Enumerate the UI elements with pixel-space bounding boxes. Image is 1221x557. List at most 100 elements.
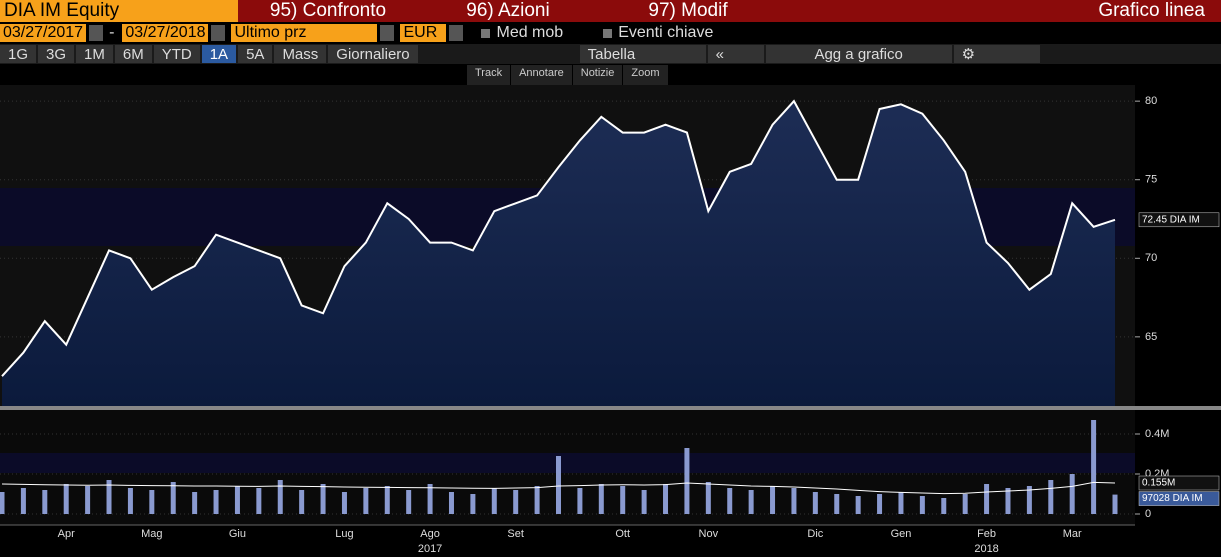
- volume-bar: [256, 488, 262, 514]
- x-tick-label: Lug: [335, 528, 353, 540]
- calendar-icon[interactable]: [211, 25, 226, 41]
- volume-bar: [1026, 486, 1032, 514]
- table[interactable]: Tabella: [579, 45, 706, 63]
- menu[interactable]: 96) Azioni: [466, 0, 550, 21]
- volume-bar: [491, 488, 497, 514]
- volume-bar: [620, 486, 626, 514]
- security[interactable]: DIA IM Equity: [0, 0, 238, 22]
- volume-bar: [213, 490, 219, 514]
- menu[interactable]: 97) Modif: [648, 0, 728, 21]
- y-tick-label: 75: [1145, 174, 1157, 186]
- start-date[interactable]: 03/27/2017: [0, 24, 87, 42]
- volume-bar: [470, 494, 476, 514]
- y-tick-label: 65: [1145, 331, 1157, 343]
- period-button[interactable]: 1G: [0, 45, 37, 63]
- volume-bar: [406, 490, 412, 514]
- volume-bar: [384, 486, 390, 514]
- y-tick-label: 0.4M: [1145, 428, 1169, 440]
- volume-bar: [1048, 480, 1054, 514]
- year-label: 2018: [974, 543, 998, 555]
- x-tick-label: Mag: [141, 528, 162, 540]
- tool-button[interactable]: Track: [467, 65, 511, 85]
- field[interactable]: Ultimo prz: [231, 24, 378, 42]
- volume-bar: [855, 496, 861, 514]
- x-tick-label: Ago: [420, 528, 440, 540]
- price-line: [1, 99, 1116, 377]
- area: [2, 101, 1115, 407]
- volume-bar: [1005, 488, 1011, 514]
- period-button[interactable]: 3G: [38, 45, 75, 63]
- period-button[interactable]: 6M: [114, 45, 152, 63]
- tool-button[interactable]: Zoom: [623, 65, 668, 85]
- last-value-box: [1138, 491, 1220, 506]
- volume-bar: [299, 490, 305, 514]
- last-value-label: 72.45 DIA IM: [1142, 214, 1200, 225]
- tool-button[interactable]: Annotare: [511, 65, 572, 85]
- x-tick-label: Nov: [699, 528, 719, 540]
- add-to-chart[interactable]: Agg a grafico: [765, 45, 952, 63]
- volume-bar: [127, 488, 133, 514]
- volume-bar: [984, 484, 990, 514]
- volume-bar: [598, 484, 604, 514]
- option[interactable]: Med mob: [481, 24, 563, 42]
- last-value-label: 97028 DIA IM: [1142, 493, 1203, 504]
- y-tick-label: 80: [1145, 95, 1157, 107]
- end-date[interactable]: 03/27/2018: [122, 24, 209, 42]
- period-button[interactable]: 5A: [238, 45, 273, 63]
- menu[interactable]: 95) Confronto: [269, 0, 387, 21]
- volume-bar: [42, 490, 48, 514]
- collapse[interactable]: «: [707, 45, 764, 63]
- volume-bar: [0, 492, 5, 514]
- volume-bar: [941, 498, 947, 514]
- x-tick-label: Mar: [1063, 528, 1082, 540]
- dropdown[interactable]: [380, 25, 395, 41]
- volume-bar: [877, 494, 883, 514]
- last-value-box: [1138, 212, 1220, 228]
- period-button[interactable]: 1M: [76, 45, 113, 63]
- last-value-box: [1138, 475, 1220, 491]
- volume-bar: [791, 488, 797, 514]
- volume-bar: [1069, 474, 1075, 514]
- x-tick-label: Apr: [58, 528, 75, 540]
- currency[interactable]: EUR: [400, 24, 447, 42]
- volume-bar: [705, 482, 711, 514]
- x-tick-label: Feb: [977, 528, 996, 540]
- volume-bar: [1112, 494, 1118, 514]
- volume-bar: [448, 492, 454, 514]
- volume-bar: [834, 494, 840, 514]
- volume-bar: [277, 480, 283, 514]
- volume-bar: [727, 488, 733, 514]
- volume-bar: [192, 492, 198, 514]
- view[interactable]: Grafico linea: [1098, 0, 1205, 21]
- x-tick-label: Dic: [807, 528, 823, 540]
- volume-bar: [149, 490, 155, 514]
- controls: 03/27/2017 - 03/27/2018 Ultimo prz EUR M…: [0, 23, 1221, 43]
- separator: -: [109, 24, 115, 41]
- settings[interactable]: ⚙: [953, 45, 1040, 63]
- band: [0, 453, 1135, 473]
- moving-average-line: [1, 481, 1116, 495]
- last-value-label: 0.155M: [1142, 478, 1175, 489]
- calendar-icon[interactable]: [89, 25, 104, 41]
- option[interactable]: Eventi chiave: [603, 24, 713, 42]
- volume-bar: [341, 492, 347, 514]
- period-list: 1G 3G 1M 6M YTD 1A 5A Mass: [0, 45, 328, 63]
- volume-bar: [106, 480, 112, 514]
- volume-bar: [320, 484, 326, 514]
- period-button[interactable]: Mass: [274, 45, 327, 63]
- frequency[interactable]: Giornaliero: [328, 45, 418, 63]
- dropdown[interactable]: [449, 25, 464, 41]
- x-tick-label: Gen: [891, 528, 912, 540]
- x-tick-label: Ott: [615, 528, 630, 540]
- volume-bar: [63, 484, 69, 514]
- period-button[interactable]: 1A: [201, 45, 237, 63]
- period-button[interactable]: YTD: [153, 45, 200, 63]
- volume-bar: [513, 490, 519, 514]
- periods: 1G 3G 1M 6M YTD 1A 5A Mass Giornaliero Tabella …: [0, 44, 1221, 64]
- volume-bar: [812, 492, 818, 514]
- volume-bar: [641, 490, 647, 514]
- tool-button[interactable]: Notizie: [572, 65, 623, 85]
- volume-bar: [427, 484, 433, 514]
